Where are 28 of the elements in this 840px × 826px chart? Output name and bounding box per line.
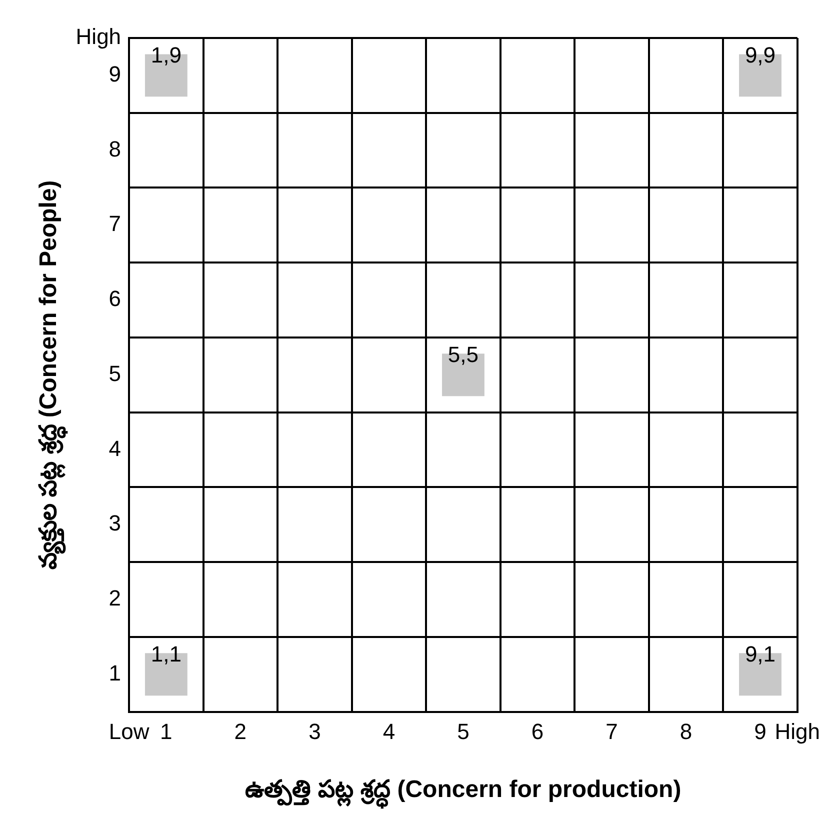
annotation: 9,1 [744, 641, 776, 666]
x-tick-label: High [774, 719, 820, 744]
y-tick-label: 4 [108, 436, 122, 461]
x-tick-label: 8 [680, 719, 692, 744]
y-tick-label: 5 [108, 360, 122, 386]
y-axis-title: వ్యక్తుల పట్ల శ్రద్ధ (Concern for People) [35, 180, 68, 570]
y-tick-label: High [76, 24, 122, 50]
x-tick-label: 2 [234, 719, 247, 744]
y-tick-label: 2 [108, 586, 122, 611]
y-tick-label: 6 [108, 286, 122, 312]
y-tick-label: 8 [108, 136, 122, 162]
x-tick-label: 6 [531, 719, 544, 744]
annotation: 5,5 [448, 342, 479, 367]
x-tick-label: 3 [308, 719, 321, 744]
x-tick-label: 5 [457, 719, 470, 744]
x-tick-label: 1 [160, 719, 172, 744]
annotation: 1,1 [150, 641, 182, 666]
annotation: 9,9 [744, 42, 776, 68]
annotation: 1,9 [150, 42, 182, 68]
y-tick-label: 1 [108, 660, 122, 686]
x-tick-label: 9 [754, 719, 766, 744]
x-tick-label: 7 [606, 719, 618, 744]
x-axis-title: ఉత్పత్తి పట్ల శ్రద్ధ (Concern for production) [245, 776, 682, 810]
y-tick-label: 3 [108, 510, 122, 536]
y-tick-label: 7 [108, 211, 122, 236]
y-tick-label: 9 [108, 61, 122, 86]
x-tick-label: 4 [382, 719, 396, 744]
x-tick-label: Low [108, 719, 150, 744]
